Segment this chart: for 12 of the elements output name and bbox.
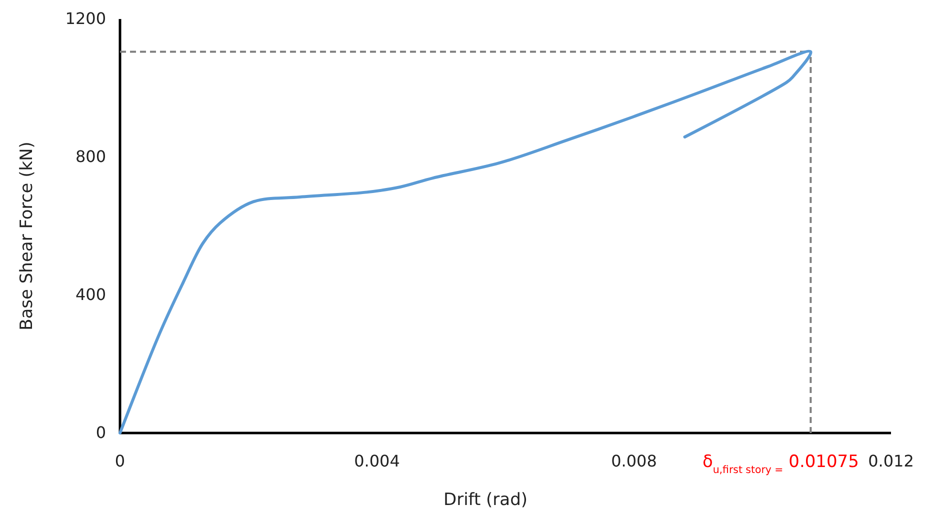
y-tick-label: 400: [75, 285, 106, 304]
ref-line-label: δ$_{u,first story =}$ 0.01075: [702, 452, 859, 476]
x-tick-label: 0.008: [611, 451, 657, 470]
y-axis-title: Base Shear Force (kN): [17, 142, 37, 330]
x-tick-label: 0.012: [868, 451, 914, 470]
x-tick-label: 0: [114, 451, 126, 470]
y-tick-label: 800: [75, 147, 106, 166]
x-tick-label: 0.004: [354, 451, 400, 470]
y-tick-label: 1200: [65, 9, 106, 28]
y-tick-label: 0: [96, 423, 106, 442]
x-axis-title: Drift (rad): [443, 490, 528, 510]
line-series: [118, 50, 812, 434]
